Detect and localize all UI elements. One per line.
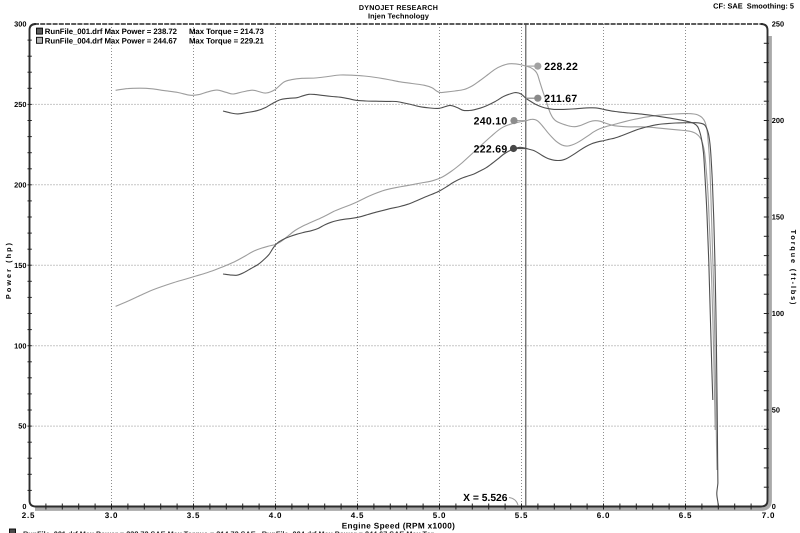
svg-text:7.0: 7.0 xyxy=(762,511,776,520)
svg-text:5.5: 5.5 xyxy=(515,511,529,520)
svg-text:200: 200 xyxy=(772,116,784,125)
svg-text:6.0: 6.0 xyxy=(597,511,611,520)
svg-text:250: 250 xyxy=(14,100,26,109)
svg-text:4.0: 4.0 xyxy=(269,511,283,520)
svg-text:3.0: 3.0 xyxy=(105,511,119,520)
svg-text:50: 50 xyxy=(772,406,780,415)
svg-text:Power (hp): Power (hp) xyxy=(4,241,13,299)
svg-text:300: 300 xyxy=(14,20,26,29)
svg-text:250: 250 xyxy=(772,20,784,29)
svg-text:Torque (ft-lbs): Torque (ft-lbs) xyxy=(789,230,798,307)
svg-text:100: 100 xyxy=(772,309,784,318)
svg-text:200: 200 xyxy=(14,180,26,189)
svg-text:Max Torque = 214.73: Max Torque = 214.73 xyxy=(189,27,264,36)
svg-text:150: 150 xyxy=(14,261,26,270)
svg-text:3.5: 3.5 xyxy=(187,511,201,520)
svg-text:4.5: 4.5 xyxy=(351,511,365,520)
svg-text:211.67: 211.67 xyxy=(544,93,577,105)
svg-text:DYNOJET RESEARCH: DYNOJET RESEARCH xyxy=(359,4,438,12)
svg-text:100: 100 xyxy=(14,341,26,350)
svg-text:RunFile_001.drf Max Power = 23: RunFile_001.drf Max Power = 238.72 xyxy=(45,27,178,36)
svg-text:6.5: 6.5 xyxy=(679,511,693,520)
svg-text:Injen Technology: Injen Technology xyxy=(368,12,430,21)
svg-text:50: 50 xyxy=(18,422,26,431)
svg-text:RunFile_004.drf Max Power = 24: RunFile_004.drf Max Power = 244.67 xyxy=(45,36,177,45)
svg-text:0: 0 xyxy=(22,502,26,511)
svg-text:228.22: 228.22 xyxy=(544,61,578,73)
svg-text:X = 5.526: X = 5.526 xyxy=(463,493,508,504)
svg-text:240.10: 240.10 xyxy=(474,115,508,127)
svg-text:222.69: 222.69 xyxy=(474,143,508,155)
svg-text:2.5: 2.5 xyxy=(22,511,36,520)
svg-text:RunFile_001.drf Max Power = 23: RunFile_001.drf Max Power = 238.72 SAE M… xyxy=(23,530,434,533)
svg-text:5.0: 5.0 xyxy=(433,511,447,520)
svg-text:Max Torque = 229.21: Max Torque = 229.21 xyxy=(189,36,264,45)
svg-text:0: 0 xyxy=(772,502,776,511)
svg-text:CF: SAE Smoothing: 5: CF: SAE Smoothing: 5 xyxy=(713,2,794,11)
svg-text:Engine Speed (RPM x1000): Engine Speed (RPM x1000) xyxy=(342,521,456,530)
svg-text:150: 150 xyxy=(772,213,784,222)
